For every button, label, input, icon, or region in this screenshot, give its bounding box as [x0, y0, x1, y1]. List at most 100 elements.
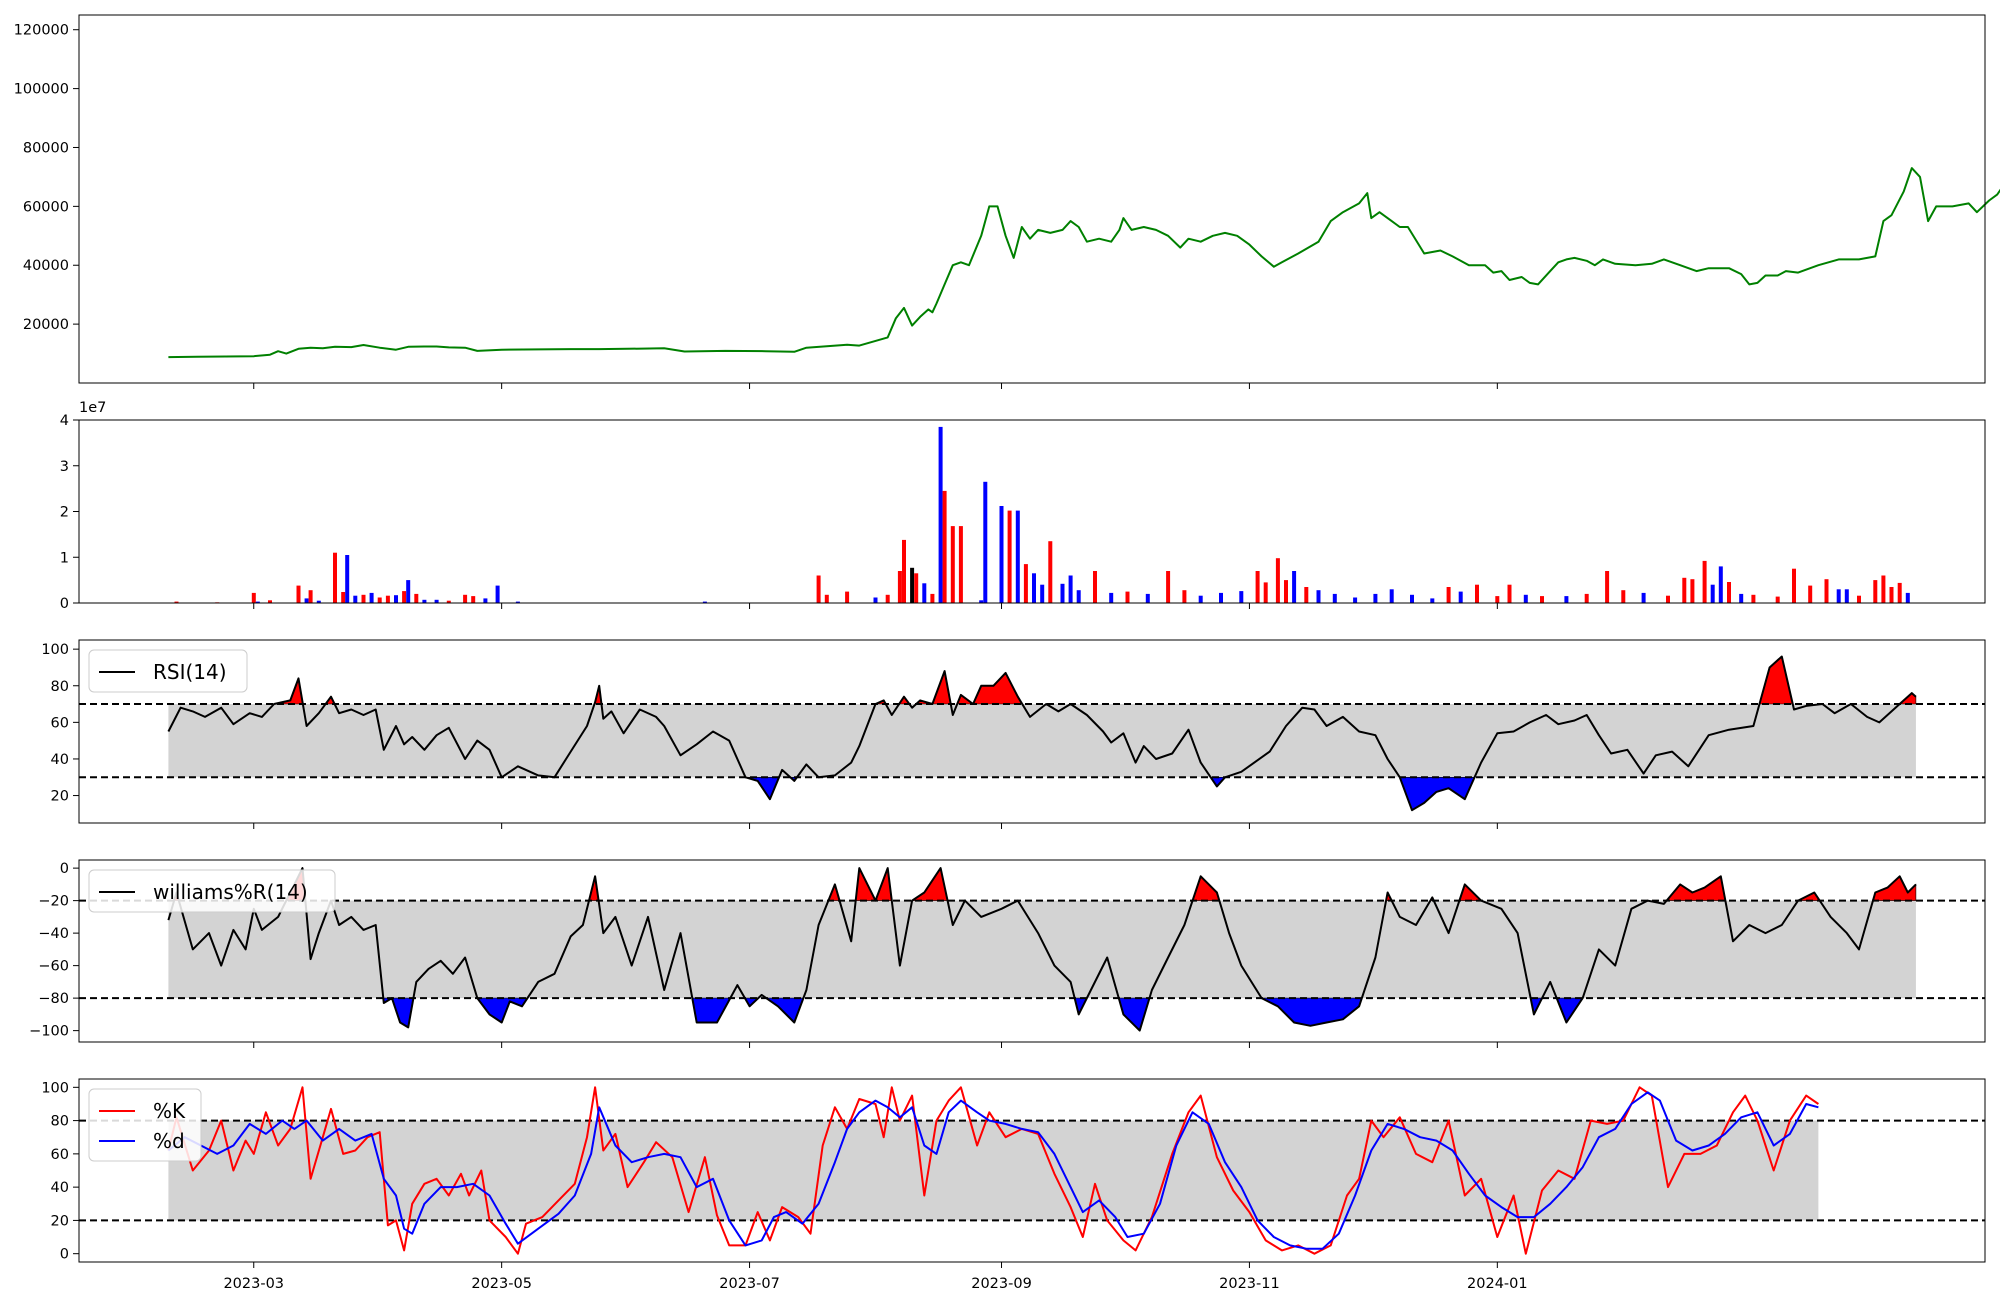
oversold-fill — [1261, 997, 1363, 1027]
volume-bar — [1844, 589, 1849, 603]
y-tick-label: 80 — [51, 679, 69, 695]
volume-bar — [1410, 594, 1414, 603]
neutral-band — [168, 900, 1916, 999]
volume-bar — [1702, 560, 1707, 603]
y-tick-label: 60 — [51, 715, 69, 731]
volume-bar — [1076, 590, 1081, 603]
legend-box — [88, 1088, 202, 1162]
volume-bar — [414, 593, 419, 603]
volume-bar — [316, 600, 321, 603]
volume-bar — [1304, 587, 1309, 603]
volume-bar — [304, 598, 309, 603]
volume-bar — [402, 591, 407, 603]
y-tick-label: 80000 — [23, 140, 69, 156]
volume-bar — [1584, 593, 1589, 603]
y-tick-label: 2 — [60, 505, 69, 521]
y-tick-label: 100 — [41, 642, 69, 658]
volume-bar — [1475, 584, 1479, 603]
volume-bar — [1808, 585, 1813, 603]
volume-bar — [1751, 594, 1756, 603]
volume-bar — [345, 555, 350, 603]
y-tick-label: 1 — [60, 550, 69, 566]
volume-bar — [885, 594, 890, 603]
volume-bar — [308, 590, 313, 603]
volume-bar — [897, 571, 902, 603]
volume-bar — [1873, 580, 1878, 603]
volume-bar — [1007, 510, 1012, 603]
y-tick-label: 40 — [51, 752, 69, 768]
y-offset-label: 1e7 — [79, 400, 106, 416]
y-tick-label: −100 — [29, 1024, 69, 1040]
legend-label: %d — [153, 1129, 185, 1153]
volume-bar — [1373, 593, 1378, 603]
volume-bar — [950, 526, 955, 603]
percent-d-line — [167, 1091, 1819, 1250]
legend-box — [88, 649, 248, 693]
volume-bar — [463, 594, 468, 603]
volume-bar — [983, 481, 988, 603]
volume-bar — [1727, 582, 1731, 603]
volume-bar — [702, 601, 707, 603]
y-tick-label: 20 — [51, 1213, 69, 1229]
volume-bar — [845, 591, 850, 603]
volume-bar — [377, 597, 382, 603]
volume-bar — [922, 583, 927, 603]
volume-bar — [483, 598, 488, 603]
volume-bar — [1068, 575, 1073, 603]
neutral-band — [168, 704, 1916, 778]
volume-bar — [1540, 596, 1544, 603]
volume-bar — [1718, 566, 1723, 603]
y-tick-label: 4 — [60, 413, 69, 429]
volume-panel: 0 1 2 3 4 1e7 — [60, 400, 1986, 612]
x-tick-label: 2023-05 — [471, 1276, 532, 1292]
y-tick-label: 40000 — [23, 258, 69, 274]
y-tick-label: 0 — [60, 861, 69, 877]
volume-bar — [1824, 579, 1829, 603]
volume-bar — [1284, 580, 1288, 603]
volume-bar — [1353, 597, 1358, 603]
volume-bar — [174, 601, 179, 603]
volume-bar — [1430, 598, 1435, 603]
y-tick-label: −40 — [38, 926, 69, 942]
volume-bar — [1263, 582, 1268, 603]
rsi-panel: 20 40 60 80 100 RSI(14) — [41, 639, 1986, 829]
x-tick-label: 2023-09 — [971, 1276, 1032, 1292]
volume-bar — [938, 426, 943, 603]
volume-bar — [1666, 595, 1670, 603]
volume-bar — [1836, 589, 1841, 603]
volume-bar — [394, 595, 398, 603]
volume-bar — [824, 594, 829, 603]
volume-bar — [1093, 571, 1097, 603]
volume-bar — [1166, 571, 1171, 603]
volume-bar — [1255, 571, 1260, 603]
volume-bar — [1690, 579, 1695, 603]
volume-bar — [1495, 596, 1500, 603]
volume-bar — [406, 580, 411, 603]
volume-bar — [333, 552, 337, 603]
volume-bar — [1389, 589, 1394, 603]
y-tick-label: 0 — [60, 1247, 69, 1263]
volume-bar — [422, 599, 427, 603]
legend-box — [88, 869, 336, 913]
volume-bar — [1621, 590, 1626, 603]
volume-bar — [1182, 590, 1187, 603]
x-tick-label: 2023-11 — [1219, 1276, 1280, 1292]
volume-bar — [385, 595, 390, 603]
percent-k-line — [167, 1086, 1819, 1255]
volume-bar — [914, 573, 919, 603]
volume-bar — [1040, 584, 1045, 603]
volume-bar — [1710, 584, 1715, 603]
y-tick-label: 100 — [41, 1080, 69, 1096]
volume-bar — [471, 596, 476, 603]
volume-bar — [1032, 573, 1036, 603]
axes-frame — [78, 1078, 1986, 1263]
volume-bar — [353, 595, 358, 603]
x-tick-label: 2024-01 — [1467, 1276, 1528, 1292]
volume-bar — [873, 597, 878, 603]
volume-bar — [999, 506, 1004, 603]
volume-bar — [942, 490, 947, 603]
volume-bar — [1739, 593, 1744, 603]
y-tick-label: −80 — [38, 991, 69, 1007]
volume-bar — [1605, 571, 1610, 603]
